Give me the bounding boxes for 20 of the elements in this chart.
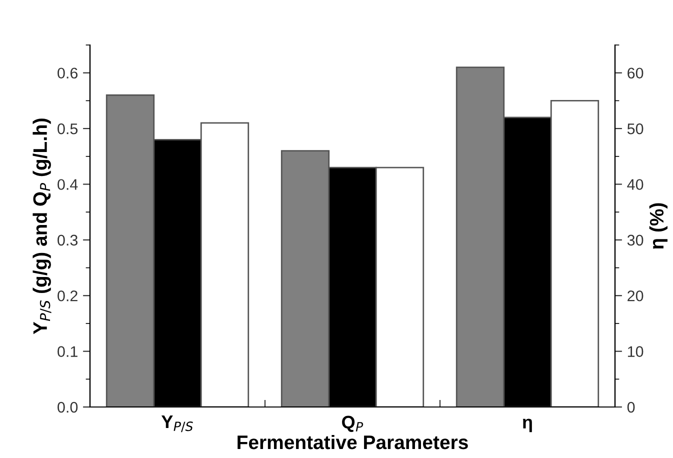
y-tick-label: 0.6: [58, 68, 78, 79]
y-tick-label: 0.5: [58, 123, 78, 134]
y2-tick-label: 0: [627, 402, 635, 413]
y2-tick-label: 40: [627, 179, 644, 190]
y-tick-label: 0.3: [58, 234, 78, 246]
y-tick-label: 0.2: [58, 290, 78, 302]
x-tick-label: Y$_{P/S}$: [161, 416, 193, 432]
y2-tick-label: 30: [627, 234, 644, 246]
y-tick-label: 0.1: [58, 346, 78, 357]
x-tick-label: η: [522, 418, 532, 432]
y2-tick-label: 60: [628, 68, 644, 79]
y-tick-label: 0.4: [58, 179, 78, 190]
y2-tick-label: 50: [627, 123, 644, 134]
y2-tick-label: 20: [628, 290, 644, 302]
y2-tick-label: 10: [628, 346, 644, 357]
x-tick-label: Q$_{P}$: [342, 416, 364, 432]
x-axis-title: Fermentative Parameters: [238, 434, 468, 450]
y-tick-label: 0.0: [58, 402, 78, 413]
y2-axis-title: η (%): [649, 203, 668, 249]
y-axis-title: Y$_{P/S}$ (g/g) and Q$_{P}$ (g/L.h): [32, 118, 52, 334]
